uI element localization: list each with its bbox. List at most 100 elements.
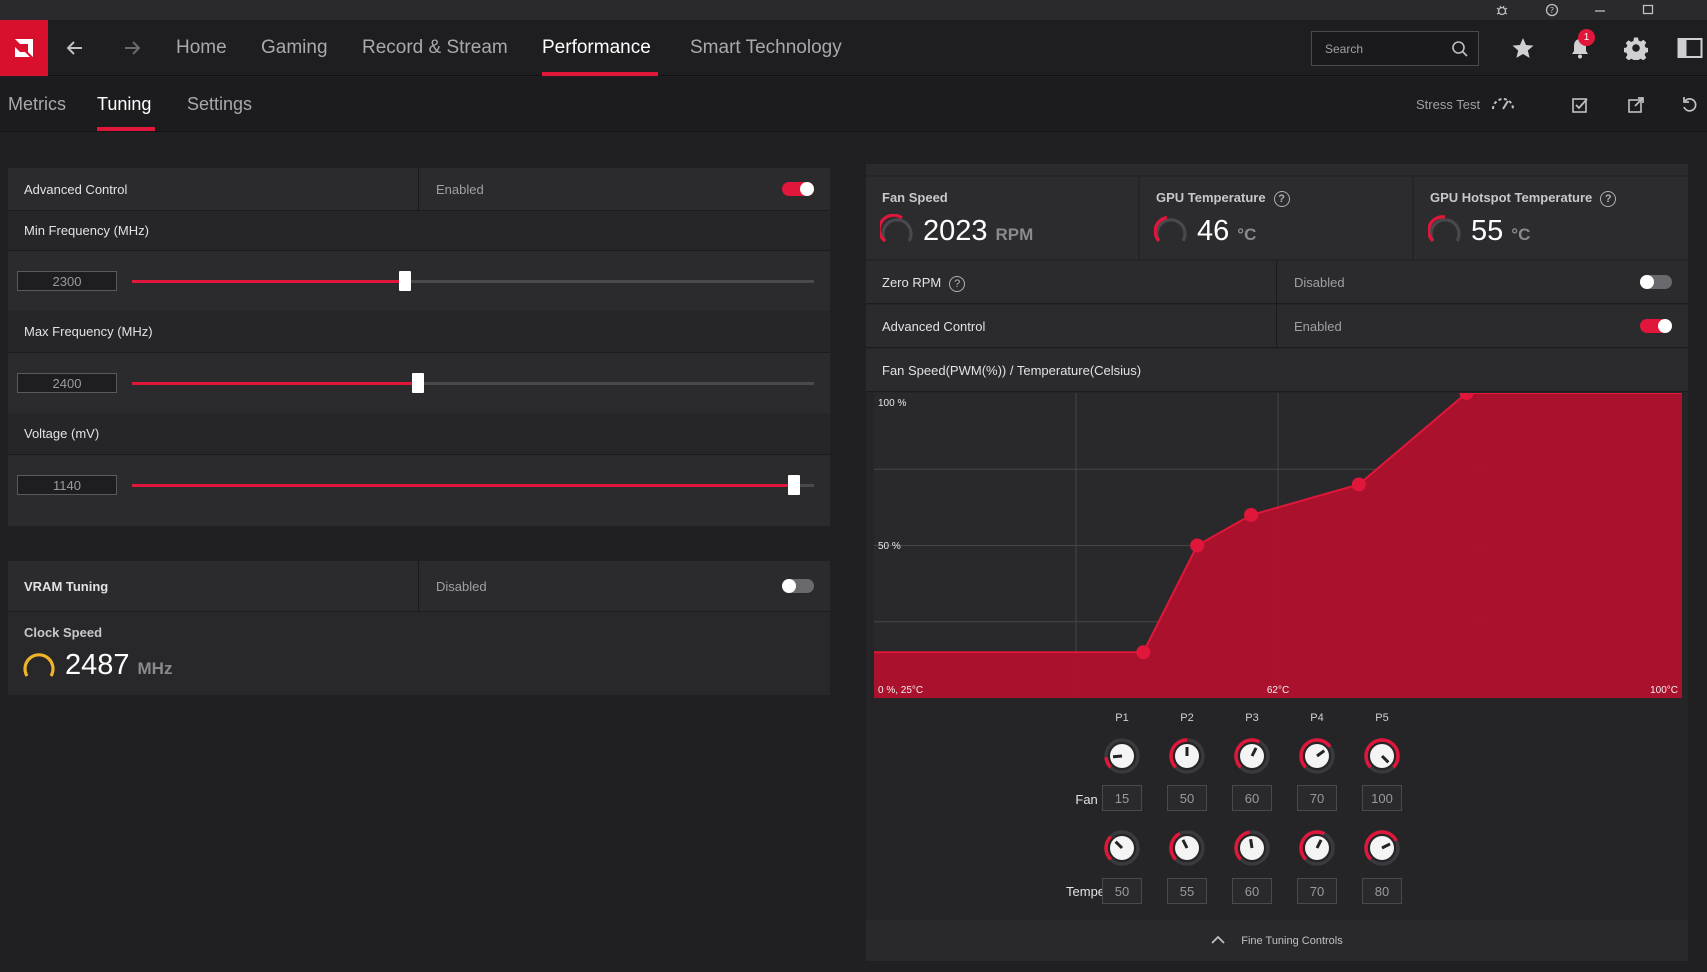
fan-speed-value: 2023: [923, 215, 988, 247]
y-tick-label: 100 %: [878, 398, 906, 409]
temperature-input-p1[interactable]: 50: [1102, 878, 1142, 904]
x-tick-label: 0 %, 25°C: [878, 685, 923, 696]
column-divider: [418, 168, 419, 211]
notifications-bell-icon[interactable]: [1560, 20, 1600, 76]
zero-rpm-toggle[interactable]: [1640, 275, 1672, 289]
voltage-slider[interactable]: [132, 475, 814, 495]
fan-curve-point-p5[interactable]: [1459, 393, 1474, 400]
stress-test-label: Stress Test: [1416, 97, 1481, 112]
temperature-values: 50 55 60 70 80: [1102, 878, 1402, 906]
favorites-star-icon[interactable]: [1503, 20, 1543, 76]
fan-curve-point-p3[interactable]: [1244, 508, 1259, 522]
fan-advanced-control-status: Enabled: [1294, 319, 1342, 334]
advanced-control-row: Advanced Control Enabled: [8, 168, 830, 211]
temperature-input-p5[interactable]: 80: [1362, 878, 1402, 904]
tab-performance[interactable]: Performance: [542, 37, 651, 58]
reset-icon[interactable]: [1670, 77, 1707, 132]
point-label-p4: P4: [1310, 712, 1324, 724]
temperature-knob-p1[interactable]: [1104, 830, 1140, 871]
vram-tuning-panel: VRAM Tuning Disabled Clock Speed 2487 MH…: [8, 561, 830, 695]
fan-curve-area: [874, 393, 1682, 698]
fan-speed-input-p5[interactable]: 100: [1362, 785, 1402, 811]
fan-curve-point-p1[interactable]: [1136, 645, 1151, 660]
search-input[interactable]: Search: [1311, 31, 1479, 66]
min-frequency-input[interactable]: 2300: [17, 271, 117, 291]
max-frequency-header: Max Frequency (MHz): [8, 311, 830, 353]
zero-rpm-row: Zero RPM? Disabled: [866, 261, 1688, 304]
search-icon: [1451, 40, 1469, 61]
subtab-metrics[interactable]: Metrics: [8, 94, 66, 114]
max-frequency-slider[interactable]: [132, 373, 814, 393]
gpu-hotspot-temperature-value: 55: [1471, 215, 1504, 247]
advanced-control-toggle[interactable]: [782, 182, 814, 196]
temperature-knob-p3[interactable]: [1234, 830, 1270, 871]
max-frequency-label: Max Frequency (MHz): [24, 324, 153, 339]
fan-speed-input-p4[interactable]: 70: [1297, 785, 1337, 811]
fan-speed-label: Fan Speed: [882, 190, 948, 205]
vram-tuning-toggle[interactable]: [782, 579, 814, 593]
min-frequency-slider-thumb[interactable]: [398, 271, 411, 291]
fan-speed-unit: RPM: [995, 225, 1034, 244]
tab-home[interactable]: Home: [176, 37, 227, 58]
max-frequency-slider-thumb[interactable]: [412, 373, 425, 393]
gpu-temperature-unit: °C: [1237, 225, 1257, 244]
fan-speed-knob-p4[interactable]: [1299, 738, 1335, 779]
forward-arrow-icon[interactable]: [115, 20, 149, 76]
vram-tuning-row: VRAM Tuning Disabled: [8, 561, 830, 612]
fan-tuning-panel: Fan Speed 2023 RPM GPU Temperature? 46 °…: [866, 164, 1688, 961]
bug-icon[interactable]: [1489, 0, 1515, 20]
subtab-tuning[interactable]: Tuning: [97, 94, 152, 114]
fan-curve-chart[interactable]: 100 % 50 % 0 %, 25°C 62°C 100°C: [874, 393, 1682, 698]
tab-smart-technology[interactable]: Smart Technology: [690, 37, 842, 58]
temperature-input-p4[interactable]: 70: [1297, 878, 1337, 904]
help-icon[interactable]: ?: [1273, 190, 1290, 207]
maximize-icon[interactable]: [1635, 0, 1661, 20]
fan-advanced-control-toggle[interactable]: [1640, 319, 1672, 333]
temperature-knob-p2[interactable]: [1169, 830, 1205, 871]
gpu-tuning-panel: Advanced Control Enabled Min Frequency (…: [8, 168, 830, 526]
sub-navigation: [0, 77, 1707, 132]
fan-speed-knob-p3[interactable]: [1234, 738, 1270, 779]
temperature-input-p3[interactable]: 60: [1232, 878, 1272, 904]
temperature-knob-p4[interactable]: [1299, 830, 1335, 871]
fan-curve-point-p2[interactable]: [1190, 538, 1205, 553]
fan-curve-point-p4[interactable]: [1351, 477, 1366, 492]
clock-speed-value: 2487: [65, 649, 130, 681]
min-frequency-slider[interactable]: [132, 271, 814, 291]
amd-logo[interactable]: [0, 20, 48, 76]
fine-tuning-controls-toggle[interactable]: Fine Tuning Controls: [866, 920, 1688, 961]
tab-record-stream[interactable]: Record & Stream: [362, 37, 508, 58]
settings-gear-icon[interactable]: [1616, 20, 1656, 76]
subtab-settings[interactable]: Settings: [187, 94, 253, 114]
fan-speed-input-p1[interactable]: 15: [1102, 785, 1142, 811]
fan-speed-knob-p5[interactable]: [1364, 738, 1400, 779]
stress-test-button[interactable]: Stress Test: [1416, 77, 1516, 132]
temperature-input-p2[interactable]: 55: [1167, 878, 1207, 904]
voltage-input[interactable]: 1140: [17, 475, 117, 495]
max-frequency-input[interactable]: 2400: [17, 373, 117, 393]
notification-badge: 1: [1578, 29, 1595, 46]
fan-speed-input-p3[interactable]: 60: [1232, 785, 1272, 811]
back-arrow-icon[interactable]: [58, 20, 92, 76]
help-icon[interactable]: ?: [1539, 0, 1565, 20]
fan-speed-knob-p1[interactable]: [1104, 738, 1140, 779]
sidebar-toggle-icon[interactable]: [1670, 20, 1707, 76]
temperature-knob-p5[interactable]: [1364, 830, 1400, 871]
fan-speed-input-p2[interactable]: 50: [1167, 785, 1207, 811]
gauge-icon: [1490, 94, 1516, 115]
x-tick-label: 100°C: [1650, 685, 1678, 696]
minimize-icon[interactable]: [1587, 0, 1613, 20]
apply-changes-icon[interactable]: [1560, 77, 1600, 132]
tab-gaming[interactable]: Gaming: [261, 37, 328, 58]
gpu-hotspot-temperature-tile: GPU Hotspot Temperature? 55 °C: [1414, 177, 1688, 259]
zero-rpm-status: Disabled: [1294, 275, 1345, 290]
export-icon[interactable]: [1616, 77, 1656, 132]
help-icon[interactable]: ?: [949, 275, 966, 292]
fan-speed-values: 15 50 60 70 100: [1102, 785, 1402, 813]
fan-speed-knob-p2[interactable]: [1169, 738, 1205, 779]
column-divider: [1276, 305, 1277, 348]
help-icon[interactable]: ?: [1600, 190, 1617, 207]
voltage-slider-thumb[interactable]: [787, 475, 800, 495]
y-tick-label: 50 %: [878, 541, 901, 552]
